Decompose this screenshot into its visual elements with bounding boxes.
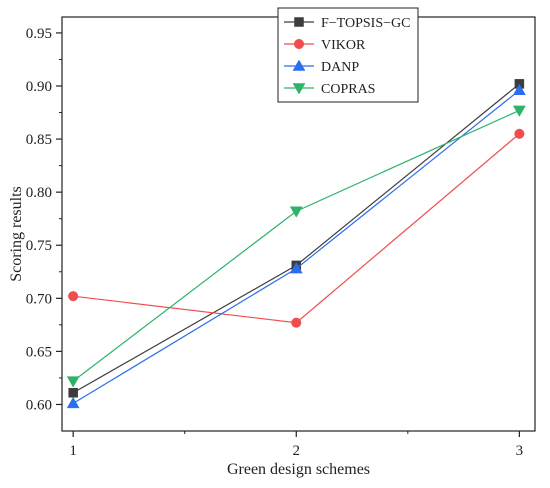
- y-tick-label: 0.95: [26, 26, 52, 42]
- legend-marker: [293, 38, 305, 50]
- series-line: [72, 109, 520, 382]
- legend-marker: [292, 59, 306, 71]
- x-tick-label: 1: [69, 443, 77, 459]
- series-circle: [68, 128, 525, 328]
- legend-marker: [292, 83, 306, 95]
- legend-label: DANP: [321, 60, 359, 75]
- legend-label: F−TOPSIS−GC: [321, 16, 410, 31]
- data-point: [68, 388, 78, 398]
- series-line: [72, 89, 520, 404]
- data-point: [291, 317, 302, 328]
- x-axis-label: Green design schemes: [227, 461, 370, 478]
- series-triangle-down: [66, 105, 526, 388]
- axes: 0.60 0.65 0.70 0.75 0.80 0.85 0.90 0.95 1 2 3: [26, 16, 536, 459]
- series-triangle-up: [66, 83, 526, 409]
- series-layer: [66, 79, 526, 409]
- series-line: [72, 83, 520, 394]
- data-point: [289, 206, 303, 218]
- data-point: [512, 83, 526, 95]
- legend-label: COPRAS: [321, 82, 375, 97]
- y-tick-label: 0.85: [26, 132, 52, 148]
- data-point: [66, 376, 80, 388]
- y-tick-label: 0.70: [26, 291, 52, 307]
- y-tick-label: 0.80: [26, 185, 52, 201]
- series-square: [68, 79, 525, 398]
- y-axis-label: Scoring results: [8, 186, 25, 282]
- y-tick-label: 0.60: [26, 397, 52, 413]
- data-point: [66, 396, 80, 409]
- y-tick-label: 0.75: [26, 238, 52, 254]
- data-point: [512, 105, 526, 117]
- x-tick-label: 3: [516, 443, 524, 459]
- legend: F−TOPSIS−GC VIKOR DANP COPRAS: [277, 7, 419, 103]
- series-line: [73, 133, 520, 324]
- x-tick-label: 2: [293, 443, 301, 459]
- legend-label: VIKOR: [321, 38, 366, 53]
- data-point: [514, 128, 525, 139]
- legend-marker: [294, 17, 304, 27]
- data-point: [68, 291, 79, 302]
- y-tick-label: 0.65: [26, 344, 52, 360]
- data-point: [289, 262, 303, 274]
- y-tick-label: 0.90: [26, 79, 52, 95]
